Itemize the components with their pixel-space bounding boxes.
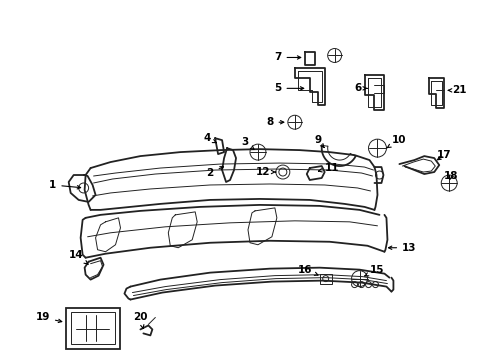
Text: 16: 16 xyxy=(297,265,317,275)
Bar xyxy=(65,307,120,349)
Text: 13: 13 xyxy=(387,243,416,253)
Text: 8: 8 xyxy=(266,117,283,127)
Text: 19: 19 xyxy=(36,312,61,323)
Text: 11: 11 xyxy=(318,163,338,173)
Text: 7: 7 xyxy=(274,53,300,63)
Text: 3: 3 xyxy=(241,137,254,149)
Text: 18: 18 xyxy=(443,171,458,181)
Text: 1: 1 xyxy=(49,180,81,190)
Text: 5: 5 xyxy=(274,84,303,93)
Text: 20: 20 xyxy=(133,312,147,328)
Text: 15: 15 xyxy=(364,265,384,276)
Text: 2: 2 xyxy=(206,167,223,178)
Text: 6: 6 xyxy=(353,84,366,93)
Text: 10: 10 xyxy=(386,135,406,148)
Text: 21: 21 xyxy=(447,85,466,95)
Text: 12: 12 xyxy=(255,167,275,177)
Bar xyxy=(71,312,115,345)
Text: 4: 4 xyxy=(203,133,216,143)
Text: 17: 17 xyxy=(436,150,450,160)
Text: 9: 9 xyxy=(313,135,324,148)
Bar xyxy=(319,274,331,284)
Text: 14: 14 xyxy=(68,250,88,264)
